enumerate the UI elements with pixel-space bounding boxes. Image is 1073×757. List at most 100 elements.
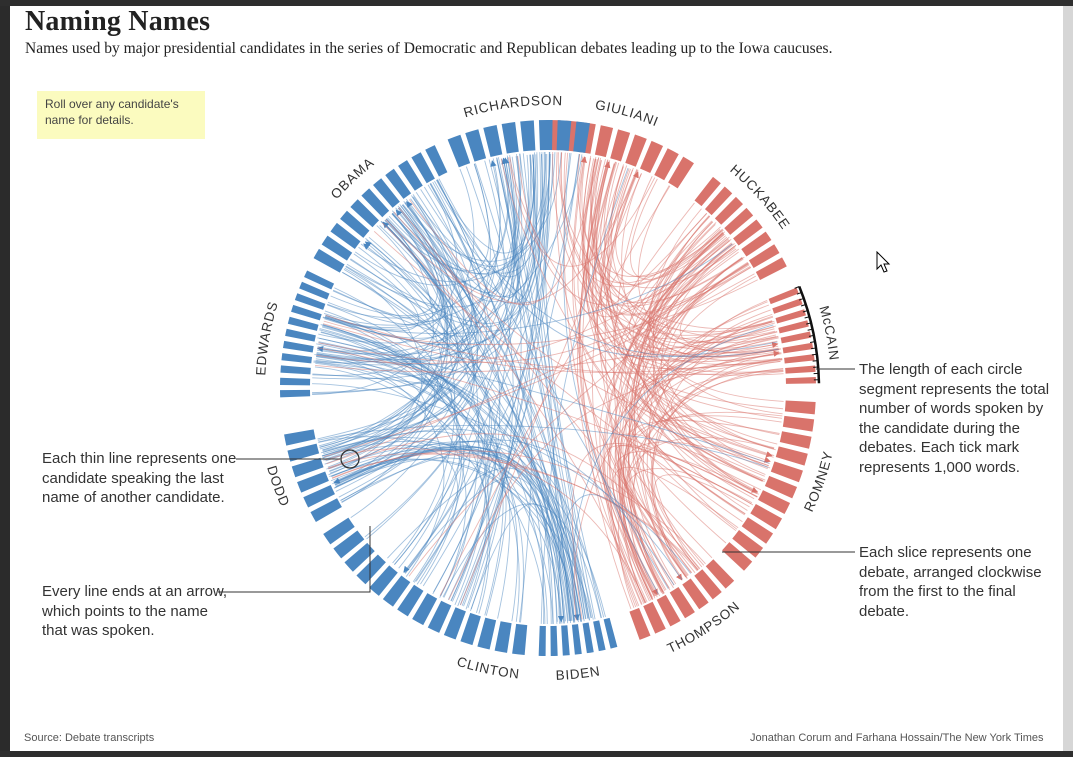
mention-line (436, 179, 669, 589)
mention-line (373, 230, 743, 523)
mention-line (319, 328, 436, 473)
debate-slice (704, 186, 733, 216)
mention-line (509, 157, 776, 451)
mention-line (323, 445, 459, 585)
candidate-label[interactable]: GIULIANI (594, 97, 661, 129)
debate-slice (538, 120, 553, 151)
candidate-label[interactable]: EDWARDS (253, 299, 281, 375)
mention-line (581, 156, 724, 277)
debate-slice (313, 248, 345, 273)
mention-line (322, 154, 532, 459)
mention-line (648, 208, 766, 475)
mention-line (582, 157, 745, 307)
mention-line (331, 440, 579, 623)
mouse-cursor-icon (876, 251, 891, 273)
debate-slice (283, 340, 314, 353)
candidate-label[interactable]: THOMPSON (665, 598, 743, 656)
debate-slice (385, 168, 412, 199)
mention-line (457, 154, 554, 607)
mention-line (571, 324, 774, 623)
mention-line (555, 152, 765, 477)
mention-line (448, 359, 783, 601)
mention-line (582, 158, 780, 436)
debate-slice (477, 617, 497, 650)
candidate-label[interactable]: DODD (264, 464, 293, 509)
debate-slice (280, 377, 311, 386)
mention-line (385, 169, 639, 304)
debate-slice (550, 625, 558, 656)
scrollbar-track[interactable] (1063, 6, 1073, 757)
debate-slice (297, 471, 329, 493)
mention-line (620, 245, 735, 598)
mention-line (627, 301, 768, 593)
debate-slice (280, 365, 311, 375)
debate-slice (629, 607, 651, 640)
debate-slice (398, 160, 423, 191)
mention-line (573, 156, 727, 544)
mention-lines (312, 152, 784, 625)
mention-line (319, 337, 443, 450)
debate-slice (285, 328, 316, 342)
mention-line (325, 448, 698, 572)
debate-slice (782, 342, 814, 354)
debate-slice (483, 124, 503, 158)
mention-line (322, 323, 783, 373)
debate-slice (538, 625, 546, 656)
debate-slice (512, 623, 528, 655)
mention-line (324, 273, 755, 458)
debate-slice (775, 309, 806, 324)
debate-slice (333, 530, 365, 559)
candidate-label[interactable]: BIDEN (555, 663, 601, 683)
mention-line (530, 154, 596, 620)
mention-line (317, 155, 515, 356)
mention-line (323, 279, 758, 346)
candidate-label[interactable]: CLINTON (455, 654, 520, 682)
debate-slice (603, 617, 618, 649)
mention-line (313, 361, 566, 622)
debate-slice (571, 624, 582, 655)
debate-slice (382, 575, 411, 607)
debate-slice (340, 210, 370, 238)
mention-line (365, 238, 579, 621)
mention-line (437, 179, 575, 621)
mention-line (628, 257, 743, 571)
debate-slice (330, 222, 361, 249)
mention-line (579, 159, 687, 578)
mention-line (408, 266, 751, 577)
debate-slice (755, 257, 787, 280)
debate-slice (356, 554, 386, 585)
mention-line (540, 167, 629, 624)
mention-line (625, 215, 710, 585)
candidate-label[interactable]: RICHARDSON (462, 93, 563, 120)
mention-line (595, 161, 671, 591)
mention-line (460, 169, 638, 606)
debate-slice (323, 517, 355, 545)
debate-slice (639, 140, 664, 174)
debate-slice (770, 461, 803, 483)
mention-line (609, 232, 724, 608)
mention-line (630, 367, 784, 598)
mention-line (314, 366, 546, 624)
note-thin-line: Each thin line represents one candidate … (42, 450, 237, 506)
mention-line (312, 383, 692, 574)
debate-slice (287, 443, 320, 462)
mention-line (422, 152, 551, 587)
window-top-bar (0, 0, 1073, 6)
mention-line (440, 155, 516, 597)
mention-line (312, 154, 550, 394)
mention-line (633, 243, 733, 566)
debate-slice (369, 565, 398, 596)
rollover-hint: Roll over any candidate's name for detai… (37, 91, 205, 139)
window-bottom-bar (0, 751, 1073, 757)
mention-line (338, 239, 474, 498)
mention-line (500, 158, 738, 530)
mention-line (315, 322, 775, 373)
debate-slice (425, 145, 448, 177)
candidate-label[interactable]: McCAIN (816, 304, 841, 362)
debate-slice (411, 152, 435, 184)
mention-line (621, 173, 783, 415)
mention-line (334, 439, 675, 586)
debate-slice (732, 529, 764, 558)
annotation-leaders (218, 368, 855, 593)
mention-line (322, 207, 446, 459)
